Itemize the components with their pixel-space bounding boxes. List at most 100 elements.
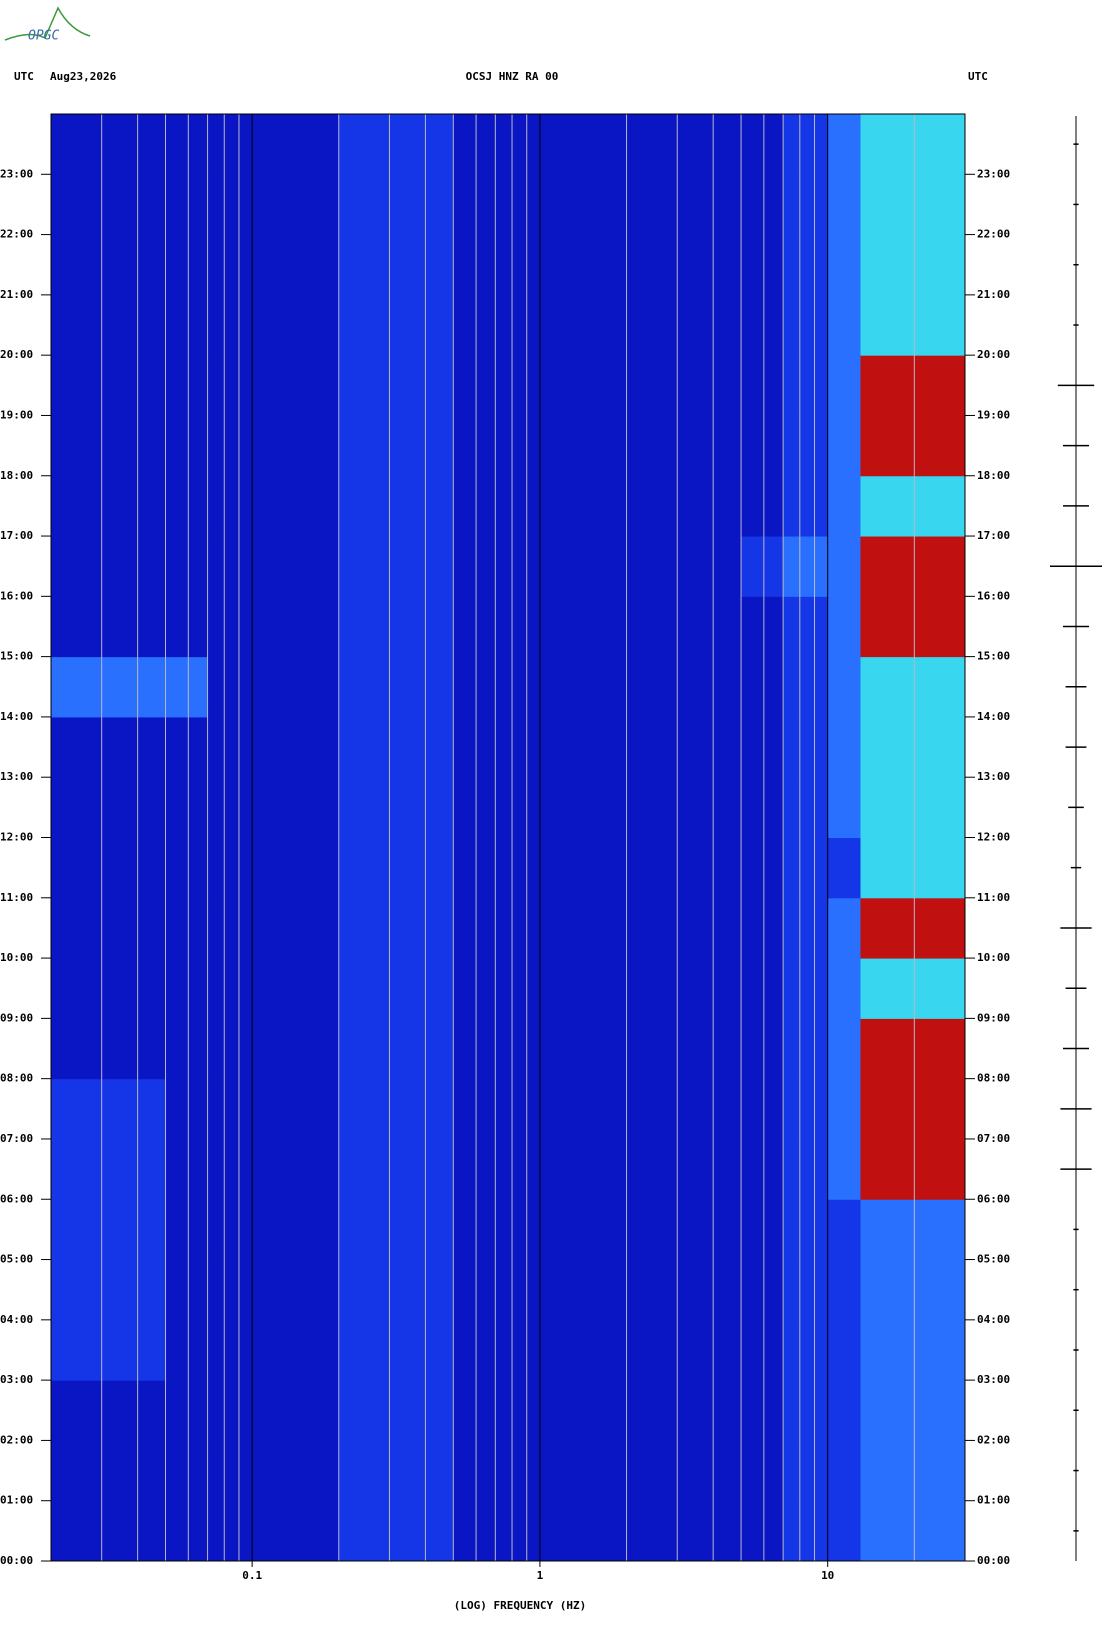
- spectrogram-cell: [51, 837, 167, 899]
- spectrogram-cell: [741, 777, 784, 838]
- spectrogram-cell: [389, 656, 454, 718]
- spectrogram-cell: [860, 958, 915, 1019]
- spectrogram-cell: [453, 1018, 742, 1080]
- spectrogram-cell: [338, 1380, 390, 1441]
- spectrogram-cell: [389, 355, 454, 416]
- spectrogram-cell: [827, 1380, 861, 1441]
- spectrogram-cell: [860, 837, 915, 899]
- spectrogram-cell: [914, 656, 966, 718]
- spectrogram-cell: [783, 1078, 829, 1140]
- x-tick-label: 1: [537, 1569, 544, 1582]
- spectrogram-cell: [338, 114, 390, 175]
- spectrogram-cell: [860, 1259, 915, 1321]
- spectrogram-cell: [389, 1018, 454, 1080]
- spectrogram-cell: [783, 777, 829, 838]
- y-tick-label: 10:00: [0, 951, 33, 964]
- spectrogram-cell: [453, 958, 742, 1019]
- spectrogram-cell: [338, 897, 390, 959]
- spectrogram-cell: [783, 656, 829, 718]
- y-tick-label: 12:00: [0, 831, 33, 844]
- spectrogram-cell: [827, 1078, 861, 1140]
- spectrogram-cell: [338, 1319, 390, 1381]
- y-tick-label-right: 21:00: [977, 288, 1010, 301]
- spectrogram-cell: [338, 837, 390, 899]
- spectrogram-cell: [51, 114, 167, 175]
- spectrogram-cell: [338, 1259, 390, 1321]
- spectrogram-cell: [783, 1380, 829, 1441]
- spectrogram-cell: [914, 1319, 966, 1381]
- spectrogram-cell: [207, 1138, 340, 1200]
- y-tick-label: 09:00: [0, 1011, 33, 1024]
- y-tick-label: 02:00: [0, 1433, 33, 1446]
- spectrogram-cell: [741, 294, 784, 356]
- spectrogram-cell: [207, 174, 340, 236]
- spectrogram-cell: [741, 1078, 784, 1140]
- spectrogram-cell: [741, 1319, 784, 1381]
- spectrogram-cell: [51, 294, 167, 356]
- y-tick-label-right: 13:00: [977, 770, 1010, 783]
- spectrogram-cell: [389, 716, 454, 778]
- spectrogram-cell: [165, 1018, 209, 1080]
- spectrogram-cell: [453, 415, 742, 477]
- spectrogram-cell: [338, 1018, 390, 1080]
- spectrogram-cell: [51, 1500, 167, 1562]
- spectrogram-cell: [165, 114, 209, 175]
- spectrogram-cell: [389, 1259, 454, 1321]
- y-tick-label-right: 04:00: [977, 1313, 1010, 1326]
- spectrogram-cell: [207, 716, 340, 778]
- spectrogram-cell: [783, 897, 829, 959]
- spectrogram-cell: [165, 596, 209, 658]
- spectrogram-cell: [827, 355, 861, 416]
- spectrogram-cell: [165, 234, 209, 296]
- y-tick-label: 13:00: [0, 770, 33, 783]
- spectrogram-cell: [207, 897, 340, 959]
- spectrogram-cell: [783, 1199, 829, 1261]
- spectrogram-cell: [741, 355, 784, 416]
- spectrogram-cell: [389, 1138, 454, 1200]
- spectrogram-cell: [165, 837, 209, 899]
- spectrogram-cell: [338, 777, 390, 838]
- y-tick-label: 14:00: [0, 710, 33, 723]
- spectrogram-cell: [860, 114, 915, 175]
- spectrogram-cell: [914, 897, 966, 959]
- spectrogram-cell: [453, 1199, 742, 1261]
- spectrogram-cell: [860, 475, 915, 537]
- spectrogram-cell: [389, 114, 454, 175]
- y-tick-label-right: 15:00: [977, 650, 1010, 663]
- spectrogram-cell: [338, 1138, 390, 1200]
- spectrogram-cell: [914, 1440, 966, 1502]
- spectrogram-cell: [914, 355, 966, 416]
- spectrogram-cell: [827, 475, 861, 537]
- spectrogram-cell: [827, 897, 861, 959]
- spectrogram-cell: [389, 294, 454, 356]
- spectrogram-cell: [51, 1319, 167, 1381]
- spectrogram-cell: [338, 536, 390, 597]
- spectrogram-cell: [741, 475, 784, 537]
- spectrogram-cell: [453, 777, 742, 838]
- spectrogram-cell: [741, 1199, 784, 1261]
- y-tick-label: 17:00: [0, 529, 33, 542]
- spectrogram-cell: [914, 234, 966, 296]
- spectrogram-cell: [51, 958, 167, 1019]
- spectrogram-cell: [389, 1319, 454, 1381]
- y-tick-label: 21:00: [0, 288, 33, 301]
- spectrogram-cell: [783, 1138, 829, 1200]
- y-tick-label-right: 19:00: [977, 408, 1010, 421]
- chart-title: OCSJ HNZ RA 00: [466, 70, 559, 83]
- spectrogram-cell: [51, 174, 167, 236]
- spectrogram-cell: [860, 1138, 915, 1200]
- spectrogram-cell: [783, 1500, 829, 1562]
- spectrogram-cell: [165, 294, 209, 356]
- spectrogram-cell: [827, 1440, 861, 1502]
- spectrogram-cell: [827, 1018, 861, 1080]
- spectrogram-cell: [827, 837, 861, 899]
- spectrogram-cell: [914, 1078, 966, 1140]
- spectrogram-cell: [165, 174, 209, 236]
- spectrogram-cell: [338, 415, 390, 477]
- spectrogram-cell: [453, 1259, 742, 1321]
- spectrogram-cell: [207, 536, 340, 597]
- spectrogram-cell: [338, 475, 390, 537]
- spectrogram-cell: [165, 716, 209, 778]
- spectrogram-cell: [453, 1380, 742, 1441]
- spectrogram-cell: [741, 536, 784, 597]
